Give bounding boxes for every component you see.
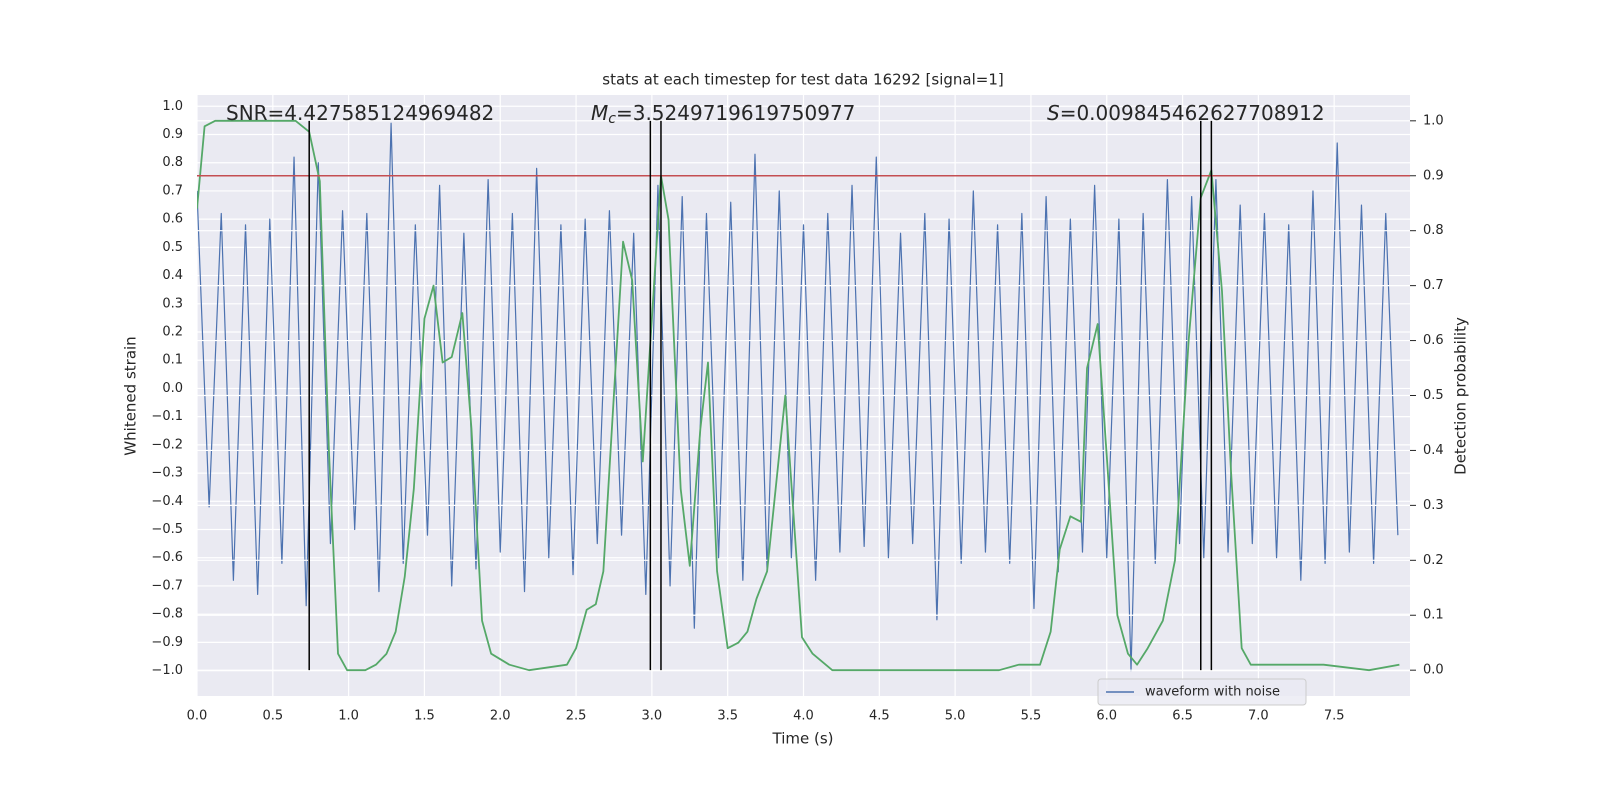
- annotation-symbol: S: [1047, 101, 1060, 125]
- y-tick-label: 0.0: [162, 381, 183, 396]
- legend: waveform with noise: [1097, 678, 1307, 706]
- legend-label: waveform with noise: [1145, 685, 1280, 700]
- y-tick-label: 0.6: [162, 212, 183, 227]
- y2-tick-label: 0.2: [1423, 553, 1444, 568]
- annotation: SNR=4.427585124969482: [226, 101, 494, 125]
- y2-tick-label: 0.6: [1423, 333, 1444, 348]
- annotation-symbol: M: [591, 101, 608, 125]
- y-tick-label: −0.9: [151, 635, 183, 650]
- y2-axis-label: Detection probability: [1452, 317, 1470, 475]
- y-tick-label: 0.4: [162, 268, 183, 283]
- x-axis-label: Time (s): [772, 730, 834, 748]
- probability-line: [197, 119, 1400, 672]
- y2-tick-label: 0.5: [1423, 388, 1444, 403]
- y-tick-label: 0.5: [162, 240, 183, 255]
- annotation: Mc=3.5249719619750977: [591, 101, 855, 128]
- x-tick-label: 0.5: [262, 709, 283, 724]
- legend-box: [1097, 678, 1307, 706]
- y-tick-label: −0.1: [151, 409, 183, 424]
- x-tick-label: 7.5: [1324, 709, 1345, 724]
- x-tick-label: 3.5: [717, 709, 738, 724]
- x-tick-label: 4.0: [793, 709, 814, 724]
- y-tick-label: −0.3: [151, 466, 183, 481]
- plot-area: [197, 119, 1410, 672]
- y-axis-label: Whitened strain: [122, 336, 140, 455]
- x-tick-label: 1.0: [338, 709, 359, 724]
- x-tick-label: 5.0: [945, 709, 966, 724]
- y-tick-label: 0.7: [162, 183, 183, 198]
- y2-tick-label: 0.4: [1423, 443, 1444, 458]
- y2-tick-label: 0.3: [1423, 498, 1444, 513]
- annotation-text: =0.009845462627708912: [1060, 101, 1325, 125]
- y2-tick-label: 0.7: [1423, 278, 1444, 293]
- y-tick-label: 0.8: [162, 155, 183, 170]
- y2-tick-label: 1.0: [1423, 113, 1444, 128]
- annotation-subscript: c: [608, 111, 616, 127]
- chart-title: stats at each timestep for test data 162…: [602, 71, 1003, 89]
- y-tick-label: −0.7: [151, 578, 183, 593]
- y2-tick-label: 0.0: [1423, 663, 1444, 678]
- waveform-line: [197, 122, 1399, 672]
- y-tick-label: 1.0: [162, 99, 183, 114]
- y-tick-label: 0.9: [162, 127, 183, 142]
- x-tick-label: 2.5: [566, 709, 587, 724]
- x-tick-label: 6.5: [1172, 709, 1193, 724]
- x-tick-label: 3.0: [642, 709, 663, 724]
- x-tick-label: 6.0: [1096, 709, 1117, 724]
- y-tick-label: −0.2: [151, 437, 183, 452]
- y-tick-label: −0.4: [151, 494, 183, 509]
- annotation-text: =3.5249719619750977: [616, 101, 855, 125]
- y-tick-label: −0.5: [151, 522, 183, 537]
- x-tick-label: 0.0: [187, 709, 208, 724]
- x-tick-label: 5.5: [1021, 709, 1042, 724]
- y-tick-label: −0.8: [151, 607, 183, 622]
- y2-tick-label: 0.9: [1423, 168, 1444, 183]
- annotation: S=0.009845462627708912: [1047, 101, 1325, 125]
- y-tick-label: −0.6: [151, 550, 183, 565]
- annotation-text: SNR=4.427585124969482: [226, 101, 494, 125]
- y-tick-label: 0.2: [162, 325, 183, 340]
- y2-tick-label: 0.1: [1423, 608, 1444, 623]
- x-tick-label: 4.5: [869, 709, 890, 724]
- y-tick-label: 0.3: [162, 296, 183, 311]
- x-tick-label: 1.5: [414, 709, 435, 724]
- x-tick-label: 7.0: [1248, 709, 1269, 724]
- y-tick-label: −1.0: [151, 663, 183, 678]
- y-tick-label: 0.1: [162, 353, 183, 368]
- x-tick-label: 2.0: [490, 709, 511, 724]
- y2-tick-label: 0.8: [1423, 223, 1444, 238]
